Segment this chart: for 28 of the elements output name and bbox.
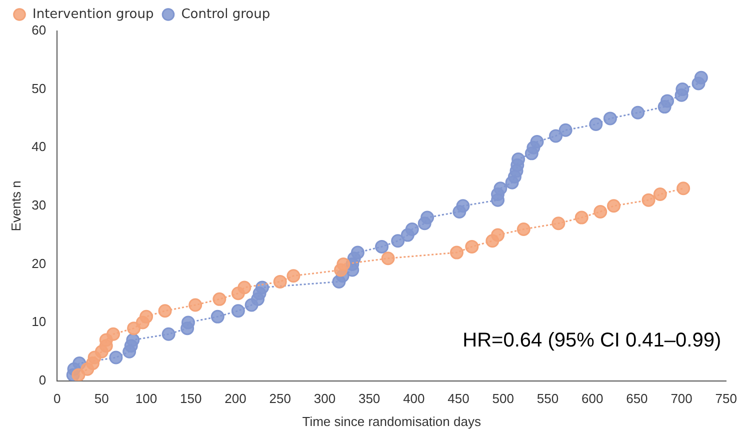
y-tick-label: 20 — [32, 256, 46, 271]
x-tick-label: 0 — [53, 391, 61, 406]
x-tick-label: 550 — [536, 391, 559, 406]
x-tick-label: 50 — [94, 391, 109, 406]
x-tick-label: 500 — [492, 391, 514, 406]
y-tick-label: 40 — [32, 139, 46, 154]
legend-label: Control group — [181, 6, 270, 22]
x-tick-label: 150 — [180, 391, 202, 406]
x-tick-label: 100 — [135, 391, 158, 406]
x-tick-label: 750 — [715, 391, 738, 406]
x-tick-label: 700 — [670, 391, 692, 406]
y-tick-label: 30 — [32, 197, 46, 212]
y-axis-title: Events n — [8, 180, 24, 232]
x-axis-title: Time since randomisation days — [302, 414, 482, 429]
x-tick-label: 600 — [581, 391, 604, 406]
legend-label: Intervention group — [32, 6, 154, 22]
x-tick-label: 350 — [358, 391, 380, 406]
y-tick-label: 50 — [32, 80, 46, 96]
x-tick-label: 300 — [314, 391, 336, 406]
x-tick-label: 200 — [224, 391, 246, 406]
x-tick-label: 250 — [269, 391, 291, 406]
x-tick-label: 650 — [626, 391, 648, 406]
x-tick-label: 450 — [448, 391, 470, 406]
x-tick-label: 400 — [403, 391, 425, 406]
y-tick-label: 10 — [32, 314, 46, 330]
y-tick-label: 0 — [38, 372, 46, 388]
annotation: HR=0.64 (95% CI 0.41–0.99) — [462, 329, 722, 352]
y-tick-label: 60 — [32, 22, 46, 38]
